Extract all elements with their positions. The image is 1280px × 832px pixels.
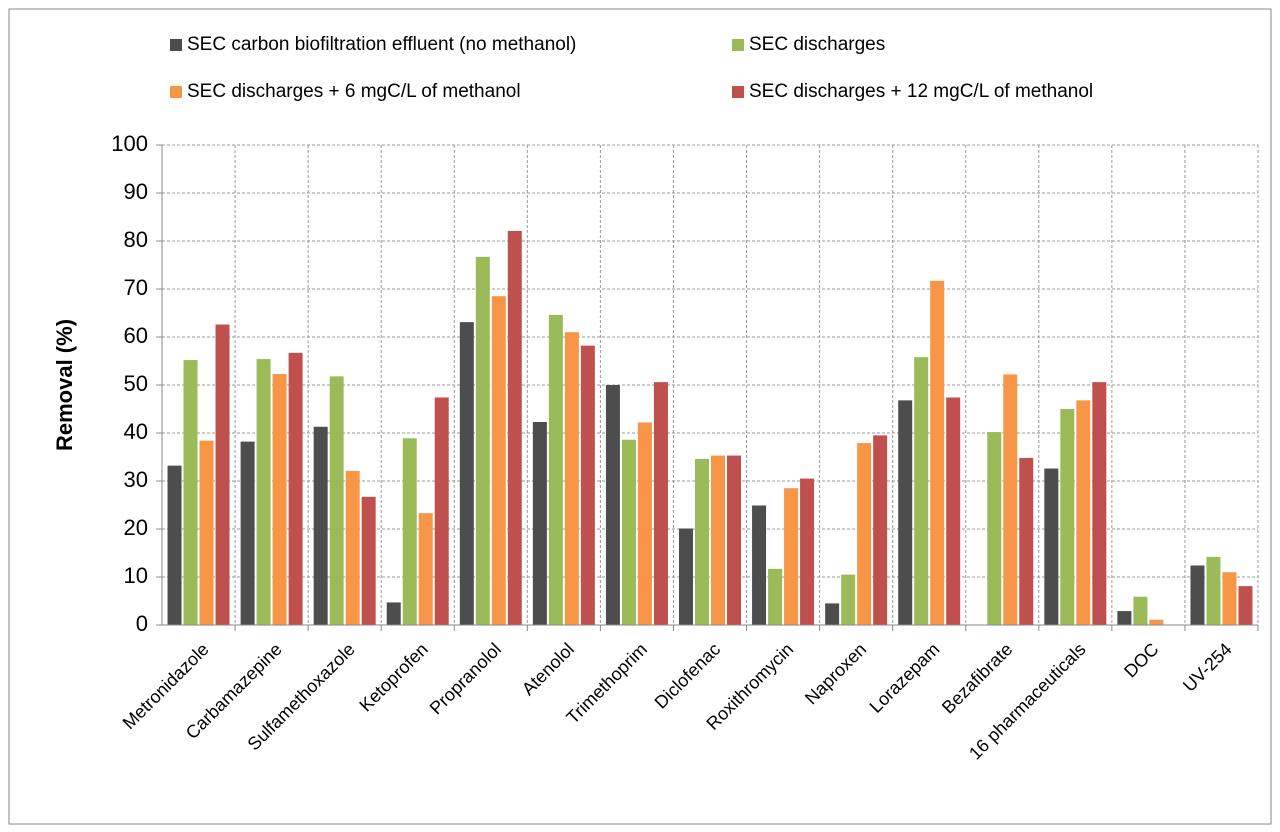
bar	[752, 505, 767, 625]
bar	[605, 385, 620, 625]
bar	[402, 438, 417, 625]
bar	[272, 373, 287, 625]
y-tick-label: 10	[124, 563, 148, 588]
bar	[1019, 457, 1034, 625]
bar	[800, 478, 815, 625]
y-tick-label: 0	[136, 611, 148, 636]
bar	[183, 360, 198, 625]
bar	[313, 426, 328, 625]
bar	[1222, 572, 1237, 625]
bar	[637, 422, 652, 625]
bar	[1044, 468, 1059, 625]
bar	[215, 324, 230, 625]
bar	[1076, 400, 1091, 625]
bar	[987, 432, 1002, 625]
y-tick-label: 90	[124, 179, 148, 204]
bar	[1003, 374, 1018, 625]
y-tick-label: 80	[124, 227, 148, 252]
bar	[1238, 586, 1253, 625]
bar	[434, 397, 449, 625]
legend-label: SEC discharges + 6 mgC/L of methanol	[187, 81, 521, 102]
bar	[491, 296, 506, 625]
bar	[475, 256, 490, 625]
bar	[621, 439, 636, 625]
bar	[386, 602, 401, 625]
bar	[532, 421, 547, 625]
bar	[727, 455, 741, 625]
y-tick-label: 20	[124, 515, 148, 540]
bar	[857, 443, 872, 625]
bar	[784, 488, 799, 625]
bar	[548, 314, 563, 625]
bar	[653, 382, 668, 625]
bar	[898, 400, 913, 625]
legend-label: SEC carbon biofiltration effluent (no me…	[187, 34, 576, 55]
bar	[329, 376, 344, 625]
bar	[1060, 409, 1075, 625]
bar	[345, 470, 360, 625]
bar	[1190, 565, 1205, 625]
bar	[256, 359, 271, 625]
bar	[288, 352, 303, 625]
bar	[1117, 611, 1132, 625]
legend-swatch	[170, 39, 182, 51]
bar	[695, 458, 709, 625]
bar	[564, 332, 579, 625]
legend-label: SEC discharges	[749, 34, 885, 55]
bar	[199, 440, 214, 625]
y-tick-label: 40	[124, 419, 148, 444]
bar	[679, 528, 693, 625]
y-tick-label: 100	[111, 131, 148, 156]
y-tick-label: 50	[124, 371, 148, 396]
bar	[841, 574, 856, 625]
y-tick-label: 30	[124, 467, 148, 492]
bar	[507, 230, 522, 626]
legend-swatch	[732, 86, 744, 98]
bar	[361, 496, 376, 625]
bar	[459, 322, 474, 625]
bar	[580, 345, 595, 625]
bar	[711, 455, 725, 625]
bar	[240, 441, 255, 625]
bar	[946, 397, 961, 625]
bar	[825, 603, 840, 625]
y-tick-label: 70	[124, 275, 148, 300]
bar	[768, 568, 783, 625]
bar	[873, 435, 888, 625]
bar	[1092, 382, 1107, 625]
bar	[1206, 556, 1221, 625]
legend-swatch	[170, 86, 182, 98]
bar	[418, 513, 433, 625]
bar	[1133, 596, 1148, 625]
bar	[167, 465, 182, 625]
bar	[930, 280, 945, 625]
y-tick-label: 60	[124, 323, 148, 348]
legend-label: SEC discharges + 12 mgC/L of methanol	[749, 81, 1093, 102]
y-axis-label: Removal (%)	[52, 319, 77, 451]
bar	[914, 357, 929, 625]
legend-swatch	[732, 39, 744, 51]
bar	[1149, 619, 1164, 625]
